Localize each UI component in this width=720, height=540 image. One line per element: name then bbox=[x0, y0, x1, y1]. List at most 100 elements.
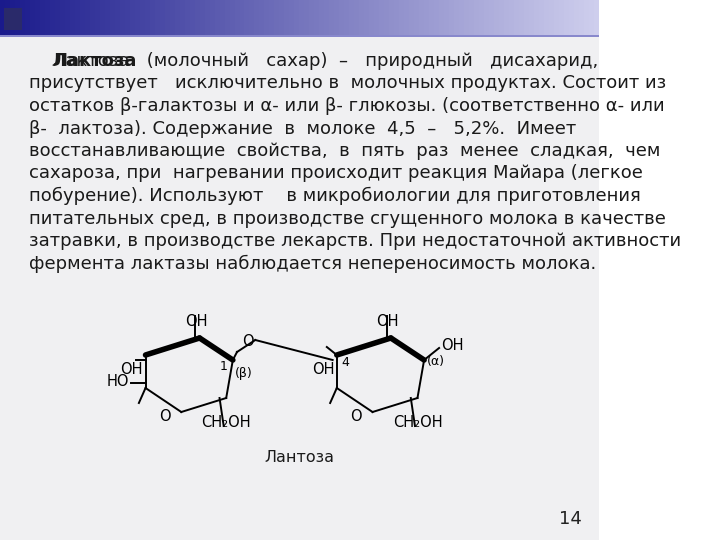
Text: O: O bbox=[350, 409, 361, 424]
Bar bbox=[494, 0, 500, 35]
Bar bbox=[390, 0, 395, 35]
Text: Лантоза: Лантоза bbox=[264, 450, 334, 465]
Bar bbox=[20, 0, 26, 35]
Bar bbox=[220, 0, 225, 35]
Bar bbox=[254, 0, 261, 35]
Bar bbox=[140, 0, 145, 35]
Text: OH: OH bbox=[441, 339, 463, 354]
Bar bbox=[394, 0, 400, 35]
Bar bbox=[130, 0, 135, 35]
Bar bbox=[589, 0, 595, 35]
Bar bbox=[429, 0, 435, 35]
Bar bbox=[184, 0, 190, 35]
Bar bbox=[225, 0, 230, 35]
Bar bbox=[45, 0, 50, 35]
Bar bbox=[399, 0, 405, 35]
Bar bbox=[504, 0, 510, 35]
Bar bbox=[454, 0, 460, 35]
Text: (α): (α) bbox=[427, 355, 445, 368]
Bar bbox=[35, 0, 41, 35]
Text: присутствует   исключительно в  молочных продуктах. Состоит из: присутствует исключительно в молочных пр… bbox=[29, 75, 666, 92]
Text: побурение). Используют    в микробиологии для приготовления: побурение). Используют в микробиологии д… bbox=[29, 187, 641, 205]
Bar bbox=[145, 0, 150, 35]
Bar bbox=[469, 0, 475, 35]
Bar bbox=[0, 35, 599, 37]
Bar bbox=[259, 0, 265, 35]
Text: затравки, в производстве лекарств. При недостаточной активности: затравки, в производстве лекарств. При н… bbox=[29, 232, 681, 250]
Bar bbox=[315, 0, 320, 35]
Bar bbox=[519, 0, 525, 35]
Bar bbox=[5, 0, 11, 35]
Bar bbox=[289, 0, 295, 35]
Bar bbox=[379, 0, 385, 35]
Bar bbox=[40, 0, 46, 35]
Bar bbox=[424, 0, 430, 35]
Text: Лактоза   (молочный   сахар)  –   природный   дисахарид,: Лактоза (молочный сахар) – природный дис… bbox=[29, 52, 598, 70]
Bar bbox=[514, 0, 520, 35]
Bar bbox=[444, 0, 450, 35]
Text: β-  лактоза). Содержание  в  молоке  4,5  –   5,2%.  Имеет: β- лактоза). Содержание в молоке 4,5 – 5… bbox=[29, 119, 576, 138]
Text: CH₂OH: CH₂OH bbox=[202, 415, 251, 430]
Bar bbox=[80, 0, 86, 35]
Bar bbox=[70, 0, 76, 35]
Bar bbox=[249, 0, 256, 35]
Bar bbox=[264, 0, 270, 35]
Bar bbox=[439, 0, 445, 35]
Bar bbox=[60, 0, 66, 35]
Bar bbox=[269, 0, 275, 35]
Bar bbox=[559, 0, 564, 35]
Bar bbox=[524, 0, 530, 35]
Bar bbox=[329, 0, 335, 35]
Bar bbox=[4, 8, 22, 30]
Bar bbox=[509, 0, 515, 35]
Bar bbox=[320, 0, 325, 35]
Bar bbox=[404, 0, 410, 35]
Bar bbox=[25, 0, 31, 35]
Bar bbox=[235, 0, 240, 35]
Bar bbox=[584, 0, 590, 35]
Bar bbox=[409, 0, 415, 35]
Bar bbox=[170, 0, 176, 35]
Bar bbox=[135, 0, 140, 35]
Bar bbox=[215, 0, 220, 35]
Bar bbox=[300, 0, 305, 35]
Text: питательных сред, в производстве сгущенного молока в качестве: питательных сред, в производстве сгущенн… bbox=[29, 210, 666, 227]
Bar bbox=[150, 0, 156, 35]
Bar bbox=[165, 0, 171, 35]
Bar bbox=[240, 0, 246, 35]
Bar bbox=[75, 0, 81, 35]
Bar bbox=[499, 0, 505, 35]
Bar bbox=[199, 0, 205, 35]
Bar bbox=[354, 0, 360, 35]
Bar bbox=[10, 0, 16, 35]
Bar bbox=[65, 0, 71, 35]
Bar bbox=[579, 0, 585, 35]
Bar bbox=[344, 0, 350, 35]
Text: OH: OH bbox=[120, 361, 143, 376]
Bar bbox=[95, 0, 101, 35]
Text: сахароза, при  нагревании происходит реакция Майара (легкое: сахароза, при нагревании происходит реак… bbox=[29, 165, 643, 183]
Bar bbox=[55, 0, 60, 35]
Bar bbox=[549, 0, 554, 35]
Bar bbox=[339, 0, 345, 35]
Bar bbox=[474, 0, 480, 35]
Bar bbox=[569, 0, 575, 35]
Bar bbox=[90, 0, 96, 35]
Bar bbox=[305, 0, 310, 35]
Bar bbox=[369, 0, 375, 35]
Bar bbox=[155, 0, 161, 35]
Text: CH₂OH: CH₂OH bbox=[392, 415, 442, 430]
Bar bbox=[189, 0, 195, 35]
Bar bbox=[284, 0, 290, 35]
Bar bbox=[489, 0, 495, 35]
Bar bbox=[30, 0, 36, 35]
Text: OH: OH bbox=[185, 314, 207, 329]
Bar bbox=[50, 0, 55, 35]
Bar bbox=[544, 0, 549, 35]
Bar bbox=[125, 0, 130, 35]
Bar bbox=[564, 0, 570, 35]
Text: фермента лактазы наблюдается непереносимость молока.: фермента лактазы наблюдается непереносим… bbox=[29, 254, 596, 273]
Bar bbox=[414, 0, 420, 35]
Bar bbox=[484, 0, 490, 35]
Bar bbox=[15, 0, 21, 35]
